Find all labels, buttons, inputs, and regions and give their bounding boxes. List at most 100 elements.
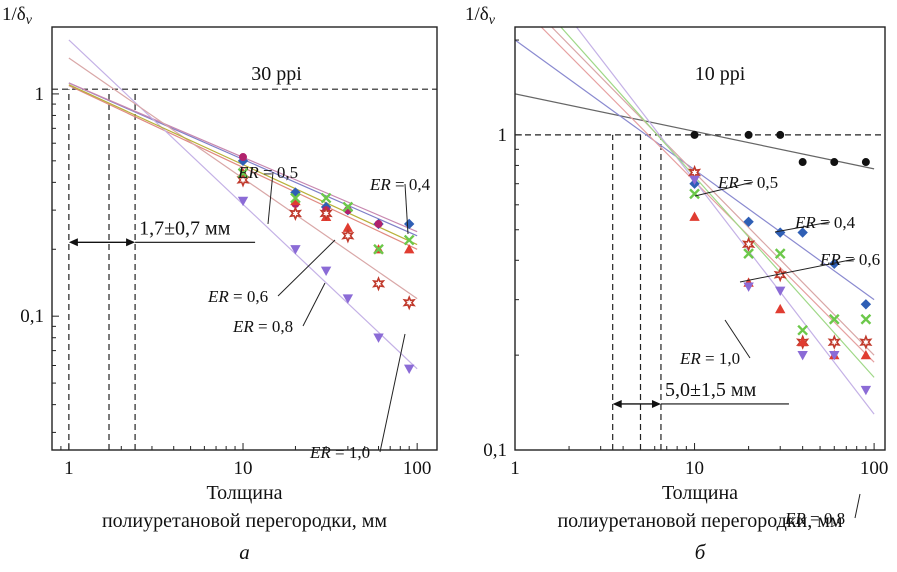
er-label-name-0-1: ER bbox=[369, 175, 391, 194]
er-label-value-1-0: = 0,5 bbox=[739, 173, 778, 192]
point-1-0-0 bbox=[690, 130, 699, 139]
er-label-value-1-1: = 0,4 bbox=[816, 213, 856, 232]
er-label-value-1-3: = 1,0 bbox=[701, 349, 740, 368]
point-0-2-5 bbox=[403, 244, 415, 254]
er-label-value-0-3: = 0,8 bbox=[254, 317, 293, 336]
xtick-label-0-2: 100 bbox=[403, 458, 432, 479]
point-0-2-3 bbox=[342, 222, 354, 232]
point-0-0-5 bbox=[403, 218, 415, 230]
fit-line-1-3 bbox=[540, 27, 875, 363]
range-label-0: 1,7±0,7 мм bbox=[139, 217, 231, 239]
panel-label-0: а bbox=[239, 540, 250, 564]
fit-line-1-5 bbox=[560, 27, 875, 378]
point-0-1-4 bbox=[374, 219, 383, 228]
point-1-3-0 bbox=[689, 211, 700, 221]
point-1-3-2 bbox=[775, 303, 786, 314]
er-label-value-0-0: = 0,5 bbox=[259, 163, 298, 182]
point-0-5-4 bbox=[373, 243, 384, 255]
fit-line-0-2 bbox=[68, 85, 418, 250]
xlabel-line2-1: полиуретановой перегородки, мм bbox=[557, 510, 842, 532]
er-label-0-3: ER = 0,8 bbox=[232, 317, 293, 336]
point-0-1-0 bbox=[239, 153, 248, 162]
point-1-0-1 bbox=[744, 130, 753, 139]
range-arrow-right-0 bbox=[126, 238, 136, 247]
point-0-4-3 bbox=[341, 228, 355, 244]
er-label-name-0-0: ER bbox=[237, 163, 259, 182]
xtick-label-1-2: 100 bbox=[860, 458, 889, 479]
point-1-5-4 bbox=[828, 313, 840, 325]
point-1-1-2 bbox=[775, 227, 786, 238]
point-0-5-0 bbox=[237, 167, 249, 179]
point-1-4-2 bbox=[775, 286, 786, 297]
point-0-3-2 bbox=[320, 266, 332, 277]
er-label-1-4: ER = 0,8 bbox=[784, 509, 845, 528]
ylabel-1: 1/δv bbox=[465, 4, 496, 28]
er-label-0-2: ER = 0,6 bbox=[207, 287, 268, 306]
point-0-5-3 bbox=[342, 201, 354, 213]
point-1-0-2 bbox=[776, 130, 785, 139]
point-1-4-0 bbox=[689, 175, 700, 186]
point-1-1-5 bbox=[860, 299, 872, 310]
point-1-5-3 bbox=[797, 324, 808, 336]
xlabel-line1-0: Толщина bbox=[206, 482, 282, 504]
xtick-label-0-0: 1 bbox=[64, 458, 74, 479]
xtick-label-1-1: 10 bbox=[685, 458, 704, 479]
point-0-3-5 bbox=[403, 364, 415, 374]
xlabel-line1-1: Толщина bbox=[662, 482, 738, 504]
er-label-name-1-2: ER bbox=[819, 250, 841, 269]
er-label-name-0-4: ER bbox=[309, 443, 331, 462]
xlabel-line2-0: полиуретановой перегородки, мм bbox=[102, 510, 387, 532]
er-leader-1-1 bbox=[774, 221, 831, 233]
er-label-1-2: ER = 0,6 bbox=[819, 250, 880, 269]
er-label-1-0: ER = 0,5 bbox=[717, 173, 778, 192]
point-0-4-4 bbox=[371, 276, 386, 292]
range-arrow-left-0 bbox=[68, 238, 78, 247]
point-1-5-5 bbox=[860, 313, 872, 325]
point-1-1-4 bbox=[829, 258, 840, 269]
er-leader-1-4 bbox=[854, 493, 861, 519]
er-label-0-4: ER = 1,0 bbox=[309, 443, 370, 462]
point-0-4-2 bbox=[319, 205, 333, 222]
er-label-value-0-1: = 0,4 bbox=[391, 175, 431, 194]
plot-area-1 bbox=[515, 27, 885, 450]
point-1-2-2 bbox=[773, 267, 787, 283]
range-arrow-left-1 bbox=[612, 399, 622, 408]
plot-area-0 bbox=[52, 39, 437, 450]
point-0-3-4 bbox=[373, 333, 384, 343]
chart-title-0: 30 ppi bbox=[251, 63, 302, 85]
panel-label-1: б bbox=[695, 540, 707, 564]
er-label-name-1-4: ER bbox=[784, 509, 806, 528]
er-label-value-1-2: = 0,6 bbox=[841, 250, 880, 269]
chart-title-1: 10 ppi bbox=[695, 63, 746, 85]
er-label-name-1-3: ER bbox=[679, 349, 701, 368]
point-1-1-1 bbox=[743, 216, 754, 227]
point-1-2-5 bbox=[859, 334, 873, 350]
ylabel-sub-1: v bbox=[489, 13, 496, 28]
er-label-value-0-4: = 1,0 bbox=[331, 443, 370, 462]
er-label-value-0-2: = 0,6 bbox=[229, 287, 268, 306]
point-1-2-4 bbox=[827, 334, 841, 350]
point-1-5-0 bbox=[689, 188, 700, 200]
point-1-4-3 bbox=[797, 350, 808, 361]
point-0-3-0 bbox=[237, 196, 249, 207]
point-0-4-1 bbox=[288, 205, 303, 222]
axes-frame-0 bbox=[51, 26, 438, 451]
er-leader-0-4 bbox=[379, 333, 406, 453]
fit-line-1-2 bbox=[551, 27, 875, 356]
point-1-4-1 bbox=[743, 282, 754, 292]
point-1-5-2 bbox=[774, 248, 786, 259]
point-1-5-1 bbox=[743, 248, 754, 259]
point-1-4-4 bbox=[829, 350, 840, 361]
er-label-0-0: ER = 0,5 bbox=[237, 163, 298, 182]
point-0-3-1 bbox=[290, 245, 301, 255]
point-0-5-5 bbox=[403, 234, 415, 246]
er-leader-1-2 bbox=[739, 258, 856, 283]
ytick-label-0-0: 1 bbox=[35, 84, 45, 105]
er-leader-0-0 bbox=[267, 171, 274, 225]
point-1-2-1 bbox=[741, 236, 756, 252]
er-label-name-0-2: ER bbox=[207, 287, 229, 306]
ytick-label-1-1: 0,1 bbox=[483, 440, 507, 461]
er-label-name-1-1: ER bbox=[794, 213, 816, 232]
point-1-1-3 bbox=[797, 227, 808, 238]
